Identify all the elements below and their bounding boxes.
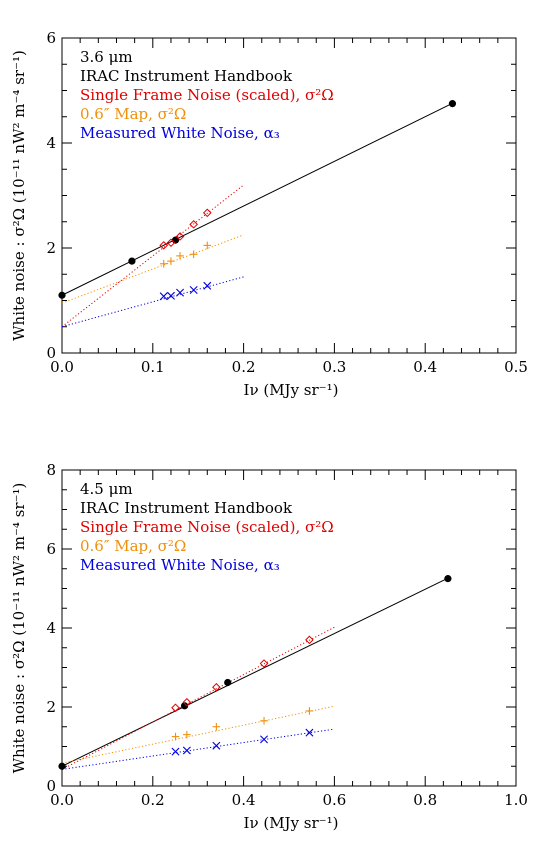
data-point	[212, 741, 221, 750]
fit-line	[61, 276, 244, 328]
x-tick-label: 0.6	[322, 791, 346, 809]
fit-line	[61, 184, 244, 328]
data-point	[58, 291, 66, 299]
legend-entry: IRAC Instrument Handbook	[80, 499, 293, 517]
data-point	[128, 257, 136, 265]
data-point	[189, 286, 198, 294]
chart-panel-1: 0.0 0.1 0.2 0.3 0.4 0.5 0 2 4 6 Iν (MJy sr⁻¹) White…	[10, 29, 528, 399]
x-axis-label: Iν (MJy sr⁻¹)	[244, 814, 339, 832]
data-point	[189, 250, 198, 259]
fit-line	[61, 102, 453, 296]
data-point	[176, 288, 185, 297]
data-point	[182, 746, 191, 755]
y-tick-label: 4	[46, 134, 56, 152]
y-tick-label: 0	[46, 777, 56, 795]
data-point	[166, 238, 176, 248]
data-point-stroke	[159, 292, 168, 301]
legend-entry: Measured White Noise, α₃	[80, 556, 280, 574]
legend-entry: IRAC Instrument Handbook	[80, 67, 293, 85]
x-tick-label: 0.8	[413, 791, 437, 809]
x-axis-label: Iν (MJy sr⁻¹)	[244, 381, 339, 399]
data-point	[203, 241, 212, 250]
data-point-stroke	[260, 735, 269, 744]
data-point	[58, 762, 66, 770]
x-tick-label: 0.2	[232, 358, 256, 376]
legend-entry: Single Frame Noise (scaled), σ²Ω	[80, 518, 334, 536]
legend-entry: 3.6 μm	[80, 48, 133, 66]
data-point	[224, 678, 232, 687]
legend-entry: 0.6″ Map, σ²Ω	[80, 105, 186, 123]
data-point	[159, 259, 168, 268]
y-tick-label: 0	[46, 344, 56, 362]
x-tick-label: 0.1	[141, 358, 165, 376]
data-point-stroke	[182, 746, 191, 755]
y-tick-label: 6	[46, 540, 56, 558]
data-point	[202, 208, 212, 218]
data-point	[189, 220, 198, 229]
legend-entry: 4.5 μm	[80, 480, 133, 498]
data-point-stroke	[212, 741, 221, 750]
data-point	[305, 707, 314, 715]
data-point	[180, 702, 189, 710]
data-point	[167, 257, 175, 265]
data-point-stroke	[171, 747, 180, 756]
data-point	[175, 232, 185, 241]
x-tick-label: 0.4	[413, 358, 437, 376]
x-tick-label: 0.4	[232, 791, 256, 809]
data-point	[183, 730, 191, 739]
data-point-stroke	[203, 281, 212, 290]
chart-panel-2: 0.0 0.2 0.4 0.6 0.8 1.0 0 2 4 6 8 Iν (MJy sr⁻¹) Whit…	[10, 461, 528, 832]
data-point	[260, 735, 269, 744]
y-tick-label: 8	[46, 461, 56, 479]
fit-line	[61, 234, 244, 304]
x-tick-label: 0.5	[504, 358, 528, 376]
x-tick-label: 0.0	[50, 358, 74, 376]
data-point	[159, 292, 168, 301]
x-tick-label: 1.0	[504, 791, 528, 809]
y-tick-label: 6	[46, 29, 56, 47]
data-point-stroke	[166, 291, 175, 300]
data-point	[305, 728, 314, 737]
data-point	[166, 291, 175, 300]
data-point-stroke	[189, 286, 198, 294]
data-point	[203, 281, 212, 290]
x-tick-label: 0.2	[141, 791, 165, 809]
y-axis-label: White noise : σ²Ω (10⁻¹¹ nW² m⁻⁴ sr⁻¹)	[10, 483, 28, 774]
data-point	[171, 732, 180, 741]
x-tick-label: 0.0	[50, 791, 74, 809]
data-point-stroke	[305, 728, 314, 737]
legend-entry: Single Frame Noise (scaled), σ²Ω	[80, 86, 334, 104]
data-point	[212, 722, 221, 731]
x-tick-label: 0.3	[322, 358, 346, 376]
legend-entry: Measured White Noise, α₃	[80, 124, 280, 142]
data-point	[259, 659, 269, 668]
data-point	[305, 635, 314, 645]
data-point	[171, 747, 180, 756]
fit-line	[61, 577, 449, 767]
y-tick-label: 2	[46, 239, 56, 257]
y-tick-label: 2	[46, 698, 56, 716]
fit-line	[61, 626, 335, 770]
fit-line	[61, 705, 335, 764]
data-point	[171, 703, 180, 713]
data-point-stroke	[176, 288, 185, 297]
data-point	[444, 575, 452, 583]
legend-entry: 0.6″ Map, σ²Ω	[80, 537, 186, 555]
data-point	[260, 717, 268, 725]
y-tick-label: 4	[46, 619, 56, 637]
data-point	[448, 100, 457, 108]
fit-line	[61, 728, 335, 770]
data-point	[182, 697, 192, 707]
data-point	[176, 252, 184, 260]
data-point	[212, 682, 221, 692]
data-point	[159, 241, 169, 250]
y-axis-label: White noise : σ²Ω (10⁻¹¹ nW² m⁻⁴ sr⁻¹)	[10, 50, 28, 341]
